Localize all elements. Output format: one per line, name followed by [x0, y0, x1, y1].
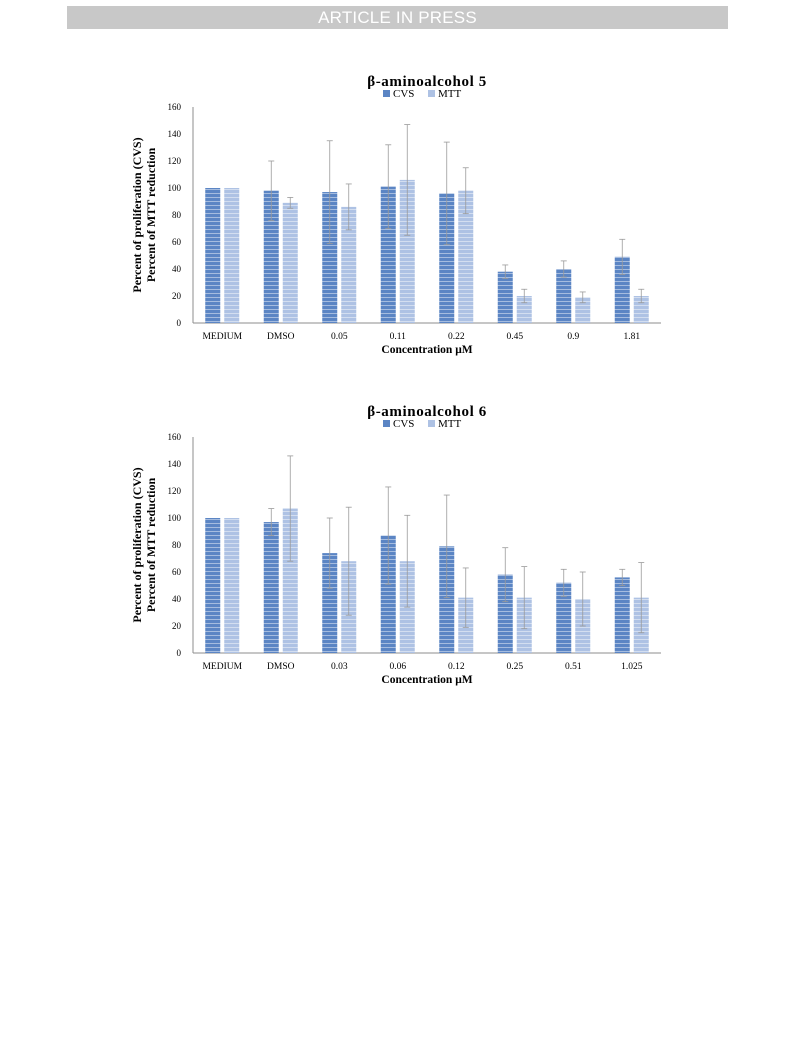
bar-mtt: [399, 179, 415, 323]
y-tick-label: 120: [168, 486, 182, 496]
x-tick-label: 0.11: [390, 332, 407, 342]
bar-mtt: [458, 190, 474, 323]
bar-mtt: [341, 206, 357, 323]
chart-title: β-aminoalcohol 6: [367, 404, 487, 420]
legend-label-cvs: CVS: [393, 88, 414, 100]
y-tick-label: 100: [168, 183, 182, 193]
x-tick-label: 0.12: [448, 662, 465, 672]
bar-cvs: [556, 269, 572, 323]
bar-cvs: [614, 256, 630, 323]
y-tick-label: 0: [177, 318, 182, 328]
y-tick-label: 20: [172, 621, 182, 631]
x-tick-label: 0.51: [565, 662, 582, 672]
bar-cvs: [497, 574, 513, 653]
x-tick-label: 0.03: [331, 662, 348, 672]
x-tick-label: DMSO: [267, 332, 295, 342]
article-in-press-banner: ARTICLE IN PRESS: [67, 6, 728, 29]
bar-cvs: [263, 190, 279, 323]
x-tick-label: 0.05: [331, 332, 348, 342]
bar-mtt: [224, 188, 240, 323]
bar-cvs: [322, 553, 338, 653]
y-tick-label: 0: [177, 648, 182, 658]
y-tick-label: 80: [172, 210, 182, 220]
y-tick-label: 160: [168, 102, 182, 112]
bar-mtt: [224, 518, 240, 653]
legend-swatch-cvs: [383, 420, 390, 427]
bar-mtt: [575, 297, 591, 323]
y-tick-label: 140: [168, 459, 182, 469]
bar-cvs: [439, 193, 455, 323]
x-tick-label: 0.22: [448, 332, 465, 342]
bar-mtt: [516, 296, 532, 323]
bar-cvs: [556, 582, 572, 653]
y-tick-label: 20: [172, 291, 182, 301]
x-tick-label: 1.81: [623, 332, 640, 342]
legend-label-mtt: MTT: [438, 88, 462, 100]
y-tick-label: 60: [172, 237, 182, 247]
y-tick-label: 40: [172, 264, 182, 274]
bar-cvs: [263, 522, 279, 653]
legend-swatch-mtt: [428, 90, 435, 97]
y-tick-label: 100: [168, 513, 182, 523]
bar-cvs: [380, 535, 396, 653]
bar-cvs: [497, 271, 513, 323]
y-axis-label-cvs: Percent of proliferation (CVS): [130, 467, 144, 622]
legend-label-mtt: MTT: [438, 418, 462, 430]
x-tick-label: 0.06: [389, 662, 406, 672]
legend-swatch-mtt: [428, 420, 435, 427]
bar-cvs: [380, 186, 396, 323]
x-tick-label: MEDIUM: [202, 662, 242, 672]
x-axis-label: Concentration μM: [381, 674, 472, 686]
y-axis-label-mtt: Percent of MTT reduction: [144, 478, 158, 613]
y-tick-label: 60: [172, 567, 182, 577]
x-tick-label: 0.45: [506, 332, 523, 342]
x-tick-label: DMSO: [267, 662, 295, 672]
bar-cvs: [614, 577, 630, 653]
x-tick-label: MEDIUM: [202, 332, 242, 342]
y-axis-label-cvs: Percent of proliferation (CVS): [130, 137, 144, 292]
bar-cvs: [205, 518, 221, 653]
bar-mtt: [633, 296, 649, 323]
bar-cvs: [439, 546, 455, 653]
y-tick-label: 80: [172, 540, 182, 550]
x-axis-label: Concentration μM: [381, 344, 472, 356]
bar-mtt: [282, 508, 298, 653]
y-tick-label: 40: [172, 594, 182, 604]
y-tick-label: 160: [168, 432, 182, 442]
bar-cvs: [322, 192, 338, 323]
y-tick-label: 120: [168, 156, 182, 166]
chart-title: β-aminoalcohol 5: [367, 74, 487, 90]
y-axis-label-mtt: Percent of MTT reduction: [144, 148, 158, 283]
legend-label-cvs: CVS: [393, 418, 414, 430]
x-tick-label: 1.025: [621, 662, 643, 672]
bar-cvs: [205, 188, 221, 323]
x-tick-label: 0.25: [506, 662, 523, 672]
bar-mtt: [282, 202, 298, 323]
x-tick-label: 0.9: [567, 332, 579, 342]
y-tick-label: 140: [168, 129, 182, 139]
legend-swatch-cvs: [383, 90, 390, 97]
